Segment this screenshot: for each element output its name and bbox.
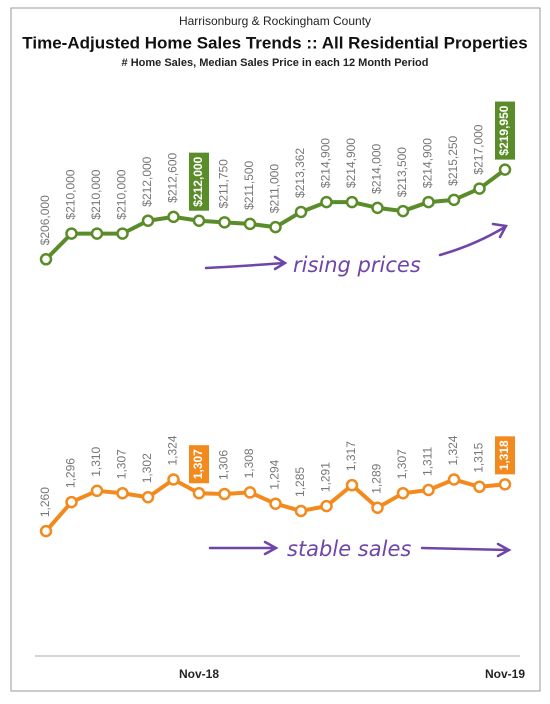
marker	[320, 499, 333, 513]
data-label: $214,900	[319, 138, 333, 188]
marker	[218, 487, 231, 501]
arrowhead	[273, 255, 288, 271]
data-label: 1,294	[268, 459, 282, 489]
marker	[65, 495, 78, 509]
data-label: 1,285	[293, 467, 307, 497]
marker	[167, 473, 180, 486]
label-box	[495, 101, 515, 160]
x-tick-label: Nov-18	[179, 667, 219, 681]
marker	[422, 195, 435, 209]
data-label: $214,900	[421, 138, 435, 188]
marker	[65, 227, 78, 240]
marker	[39, 253, 53, 266]
data-label: 1,291	[319, 462, 333, 492]
data-label: $211,500	[242, 160, 256, 209]
chart-title: Time-Adjusted Home Sales Trends :: All R…	[22, 33, 527, 52]
marker	[498, 478, 512, 491]
data-label: $212,000	[191, 156, 205, 206]
data-label: $217,000	[472, 124, 486, 174]
data-label: 1,317	[344, 441, 358, 471]
data-label: $219,950	[497, 105, 511, 155]
data-label: $215,250	[446, 135, 460, 185]
supertitle: Harrisonburg & Rockingham County	[179, 14, 371, 28]
data-label: 1,315	[472, 442, 486, 472]
marker	[269, 497, 282, 510]
data-label: 1,260	[38, 487, 52, 517]
x-tick-label: Nov-19	[485, 667, 525, 681]
data-label: 1,307	[191, 449, 205, 479]
annotation: rising prices	[293, 253, 421, 277]
marker	[447, 473, 461, 486]
marker	[218, 216, 231, 229]
marker	[269, 220, 282, 234]
data-label: $212,600	[166, 152, 180, 202]
arrowhead	[263, 540, 279, 556]
marker	[396, 486, 410, 500]
marker	[90, 484, 104, 498]
arrow	[420, 546, 510, 552]
marker	[473, 182, 486, 195]
data-label: $214,000	[370, 143, 384, 193]
data-label: $210,000	[89, 169, 103, 219]
data-label: $210,000	[64, 169, 78, 219]
data-label: 1,324	[446, 435, 460, 465]
data-label: $213,500	[395, 147, 409, 197]
data-label: 1,296	[64, 458, 78, 488]
annotation: stable sales	[287, 537, 411, 561]
data-label: 1,307	[115, 449, 129, 479]
marker	[141, 491, 155, 504]
marker	[192, 214, 206, 227]
arrowhead	[491, 222, 508, 239]
data-label: $210,000	[115, 169, 129, 219]
arrowhead	[496, 542, 512, 558]
data-label: 1,310	[89, 446, 103, 476]
marker	[422, 483, 435, 497]
marker	[243, 486, 257, 499]
label-box	[495, 436, 515, 475]
data-label: 1,289	[370, 463, 384, 493]
data-label: $212,000	[140, 156, 154, 206]
marker	[371, 501, 384, 514]
data-label: 1,324	[166, 435, 180, 465]
data-label: 1,306	[217, 450, 231, 480]
marker	[243, 217, 257, 231]
label-box	[189, 152, 209, 211]
data-label: 1,308	[242, 448, 256, 478]
marker	[294, 504, 308, 518]
marker	[294, 205, 308, 219]
marker	[116, 486, 129, 500]
arrow	[438, 225, 507, 257]
data-label: $214,900	[344, 138, 358, 188]
data-label: 1,307	[395, 449, 409, 479]
marker	[447, 193, 461, 207]
marker	[396, 204, 410, 218]
marker	[192, 486, 206, 500]
marker	[345, 195, 359, 209]
marker	[39, 524, 53, 538]
data-label: 1,302	[140, 453, 154, 483]
marker	[371, 201, 384, 215]
data-label: $213,362	[293, 148, 307, 198]
marker	[473, 480, 486, 494]
data-label: $206,000	[38, 195, 52, 245]
marker	[498, 163, 512, 176]
marker	[116, 227, 129, 240]
data-label: $211,750	[217, 159, 231, 208]
marker	[141, 214, 155, 227]
data-label: $211,000	[268, 164, 282, 213]
subtitle: # Home Sales, Median Sales Price in each…	[122, 57, 429, 69]
label-box	[189, 445, 209, 484]
marker	[90, 227, 104, 240]
data-label: 1,311	[421, 447, 435, 476]
frame	[10, 7, 541, 692]
data-label: 1,318	[497, 440, 511, 470]
arrows	[204, 222, 512, 558]
marker	[167, 210, 180, 224]
marker	[320, 195, 333, 209]
marker	[345, 478, 359, 492]
arrow	[204, 261, 286, 270]
